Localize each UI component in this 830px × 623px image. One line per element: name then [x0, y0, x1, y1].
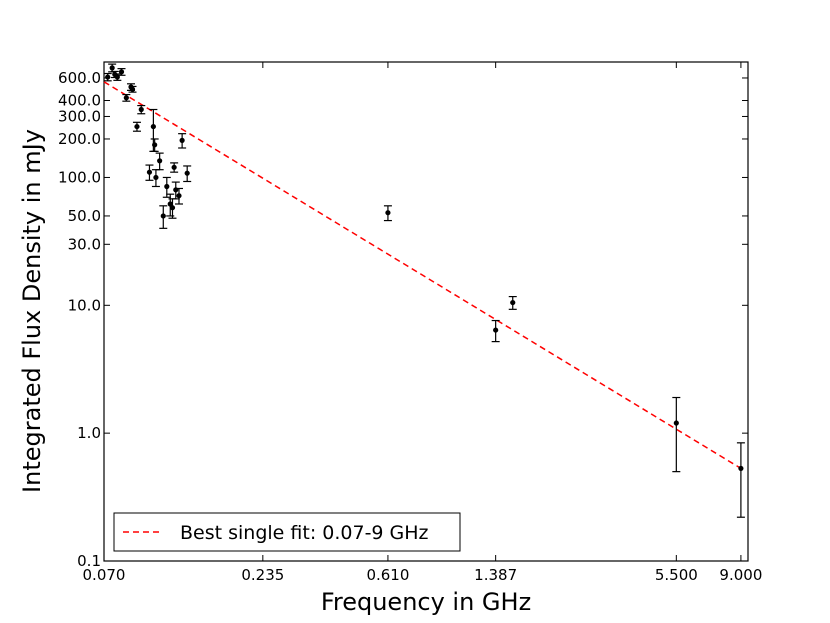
y-tick-label: 0.1	[77, 552, 101, 570]
data-point	[162, 176, 171, 198]
y-axis-title: Integrated Flux Density in mJy	[18, 129, 46, 493]
data-points	[103, 63, 745, 518]
data-point	[113, 73, 122, 81]
point-marker	[171, 164, 177, 170]
y-tick-label: 30.0	[68, 235, 101, 253]
y-tick-label: 600.0	[58, 69, 101, 87]
data-point	[150, 138, 159, 152]
point-marker	[179, 137, 185, 143]
point-marker	[118, 69, 125, 75]
data-point	[122, 93, 131, 102]
point-marker	[134, 123, 140, 130]
data-point	[103, 72, 112, 82]
point-marker	[510, 299, 516, 306]
x-axis-ticks: 0.070 0.235 0.610 1.387 5.500 9.000	[83, 62, 762, 584]
x-tick-label: 9.000	[719, 566, 762, 584]
point-marker	[146, 169, 153, 175]
point-marker	[157, 158, 163, 164]
point-marker	[153, 174, 159, 181]
data-point	[178, 133, 187, 149]
data-point	[508, 295, 517, 310]
legend: Best single fit: 0.07-9 GHz	[113, 512, 461, 552]
y-tick-label: 10.0	[68, 296, 101, 314]
point-marker	[160, 213, 166, 219]
legend-label: Best single fit: 0.07-9 GHz	[180, 522, 429, 544]
data-point	[137, 104, 146, 115]
point-marker	[738, 465, 744, 472]
data-point	[491, 319, 500, 343]
point-marker	[493, 327, 499, 333]
data-point	[117, 68, 126, 76]
fit-line	[103, 81, 742, 470]
point-marker	[176, 193, 182, 199]
x-tick-label: 0.610	[366, 566, 409, 584]
data-point	[159, 205, 168, 229]
x-tick-label: 5.500	[655, 566, 698, 584]
data-point	[128, 85, 137, 93]
y-tick-label: 100.0	[58, 168, 101, 186]
plot-frame	[103, 61, 749, 562]
data-point	[383, 205, 392, 222]
data-point	[151, 169, 160, 188]
point-marker	[184, 170, 190, 176]
point-marker	[673, 420, 679, 426]
point-marker	[109, 65, 115, 71]
point-marker	[385, 210, 391, 216]
y-tick-label: 1.0	[77, 424, 101, 442]
point-marker	[152, 142, 158, 148]
point-marker	[138, 106, 144, 113]
x-tick-label: 0.070	[83, 566, 126, 584]
data-point	[145, 164, 154, 181]
y-tick-label: 300.0	[58, 107, 101, 125]
data-point	[183, 165, 192, 183]
point-marker	[150, 123, 156, 130]
x-axis-title: Frequency in GHz	[321, 588, 531, 616]
data-point	[155, 152, 164, 171]
data-point	[672, 396, 681, 473]
point-marker	[105, 74, 111, 80]
x-tick-label: 0.235	[241, 566, 284, 584]
point-marker	[169, 205, 176, 211]
y-tick-label: 50.0	[68, 207, 101, 225]
point-marker	[129, 86, 136, 92]
x-tick-label: 1.387	[474, 566, 517, 584]
point-marker	[123, 95, 129, 101]
data-point	[170, 162, 179, 173]
data-point	[174, 187, 183, 205]
legend-box	[113, 512, 461, 552]
data-point	[132, 121, 141, 132]
y-tick-label: 400.0	[58, 91, 101, 109]
point-marker	[164, 183, 170, 190]
fit-line-layer	[103, 81, 742, 470]
y-tick-label: 200.0	[58, 130, 101, 148]
data-point	[736, 442, 745, 518]
